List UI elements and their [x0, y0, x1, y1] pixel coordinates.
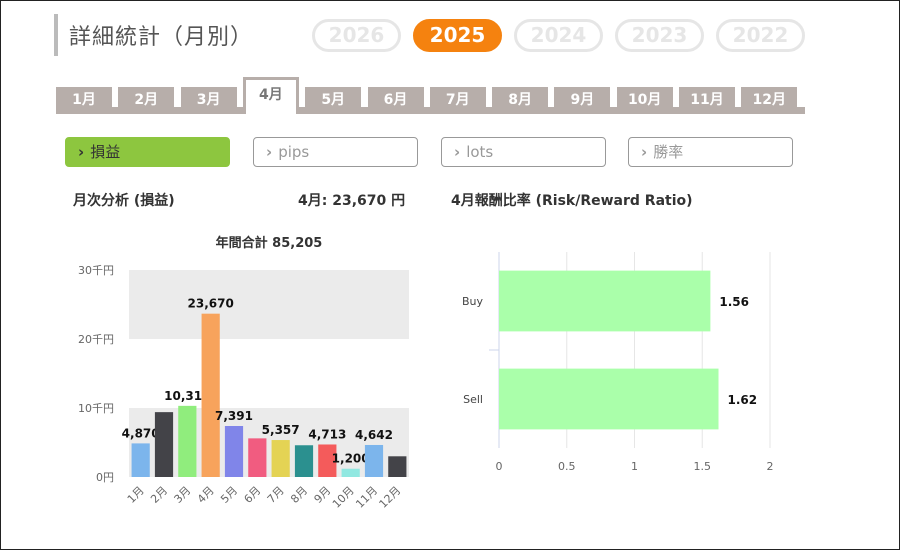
bar-9月	[318, 444, 337, 477]
x-tick-label: 2	[767, 460, 774, 473]
metric-pips-button[interactable]: › pips	[253, 137, 418, 167]
tab-month-4[interactable]: 4月	[242, 77, 299, 114]
x-tick-label: 12月	[377, 484, 404, 511]
tab-month-8[interactable]: 8月	[492, 87, 549, 114]
metric-lots-button[interactable]: › lots	[441, 137, 606, 167]
tab-month-11[interactable]: 11月	[679, 87, 735, 114]
x-tick-label: 4月	[195, 484, 217, 506]
tab-month-1[interactable]: 1月	[56, 87, 112, 114]
page-title: 詳細統計（月別）	[69, 25, 254, 50]
x-tick-label: 1月	[125, 484, 147, 506]
tab-month-5[interactable]: 5月	[305, 87, 362, 114]
bar-8月	[294, 445, 314, 477]
data-label: 5,357	[262, 423, 300, 437]
tab-month-9[interactable]: 9月	[554, 87, 611, 114]
plot-band	[129, 408, 409, 477]
risk-reward-chart: 0 0.5 1 1.5 2 Buy 1.56 Sell 1.62	[462, 252, 774, 473]
y-tick-label: 20千円	[78, 333, 114, 346]
x-tick-label: 1.5	[694, 460, 712, 473]
y-tick-label: 0円	[96, 471, 114, 484]
y-category-label: Buy	[462, 295, 484, 308]
tab-month-7[interactable]: 7月	[429, 87, 486, 114]
metric-label: 勝率	[653, 143, 684, 161]
x-tick-label: 1	[631, 460, 638, 473]
y-tick-label: 30千円	[78, 264, 114, 277]
y-tick-label: 10千円	[78, 402, 114, 415]
x-tick-label: 8月	[288, 484, 310, 506]
year-button-2026[interactable]: 2026	[312, 19, 401, 52]
x-tick-label: 0	[496, 460, 503, 473]
chevron-right-icon: ›	[78, 143, 85, 161]
x-tick-label: 11月	[353, 484, 380, 511]
year-button-2023[interactable]: 2023	[615, 19, 704, 52]
bar-2月	[154, 412, 174, 477]
bar-sell	[499, 368, 719, 430]
chevron-right-icon: ›	[641, 143, 648, 161]
monthly-analysis-title: 月次分析 (損益)	[73, 193, 175, 209]
bar-1月	[131, 443, 150, 477]
data-label: 1.56	[719, 295, 749, 309]
chevron-right-icon: ›	[454, 143, 461, 161]
monthly-pnl-chart: 年間合計 85,205 0円 10千円 20千円 30千円 4,870 1月 2月 10,311…	[78, 235, 409, 511]
metric-label: lots	[466, 143, 494, 161]
metric-pnl-button[interactable]: › 損益	[65, 137, 230, 167]
metric-winrate-button[interactable]: › 勝率	[628, 137, 793, 167]
y-category-label: Sell	[463, 393, 483, 406]
year-button-2025[interactable]: 2025	[413, 19, 502, 52]
x-tick-label: 5月	[218, 484, 240, 506]
data-label: 10,311	[164, 389, 210, 403]
x-tick-label: 2月	[148, 484, 170, 506]
month-summary: 4月: 23,670 円	[298, 193, 406, 209]
x-tick-label: 3月	[172, 484, 194, 506]
tab-month-3[interactable]: 3月	[180, 87, 237, 114]
x-tick-label: 7月	[265, 484, 287, 506]
data-label: 1.62	[728, 393, 758, 407]
bar-3月	[178, 405, 197, 477]
month-tabs: 1月 2月 3月 4月 5月 6月 7月 8月 9月 10月 11月 12月	[56, 77, 805, 114]
bar-5月	[224, 426, 244, 477]
bar-6月	[248, 438, 267, 477]
data-label: 4,870	[122, 426, 160, 440]
bar-12月	[388, 456, 407, 477]
year-button-2022[interactable]: 2022	[716, 19, 805, 52]
chart-title: 年間合計 85,205	[216, 235, 323, 251]
data-label: 4,713	[308, 427, 346, 441]
ratio-title: 4月報酬比率 (Risk/Reward Ratio)	[451, 193, 693, 209]
title-accent-bar	[54, 14, 58, 56]
x-tick-label: 6月	[242, 484, 264, 506]
bar-11月	[364, 444, 384, 477]
bar-4月	[201, 313, 220, 477]
bar-10月	[341, 468, 360, 477]
chevron-right-icon: ›	[266, 143, 273, 161]
tab-month-10[interactable]: 10月	[616, 87, 673, 114]
data-label: 7,391	[215, 409, 253, 423]
tab-month-6[interactable]: 6月	[367, 87, 424, 114]
tab-month-2[interactable]: 2月	[118, 87, 175, 114]
data-label: 4,642	[355, 428, 393, 442]
data-label: 23,670	[188, 297, 234, 311]
data-label: 1,200	[332, 452, 370, 466]
bar-7月	[271, 440, 290, 477]
x-tick-label: 10月	[330, 484, 357, 511]
plot-band	[129, 270, 409, 339]
metric-label: 損益	[90, 143, 121, 161]
bar-buy	[499, 270, 711, 332]
x-tick-label: 0.5	[558, 460, 576, 473]
year-button-2024[interactable]: 2024	[514, 19, 603, 52]
tab-month-12[interactable]: 12月	[741, 87, 798, 114]
metric-label: pips	[278, 143, 310, 161]
